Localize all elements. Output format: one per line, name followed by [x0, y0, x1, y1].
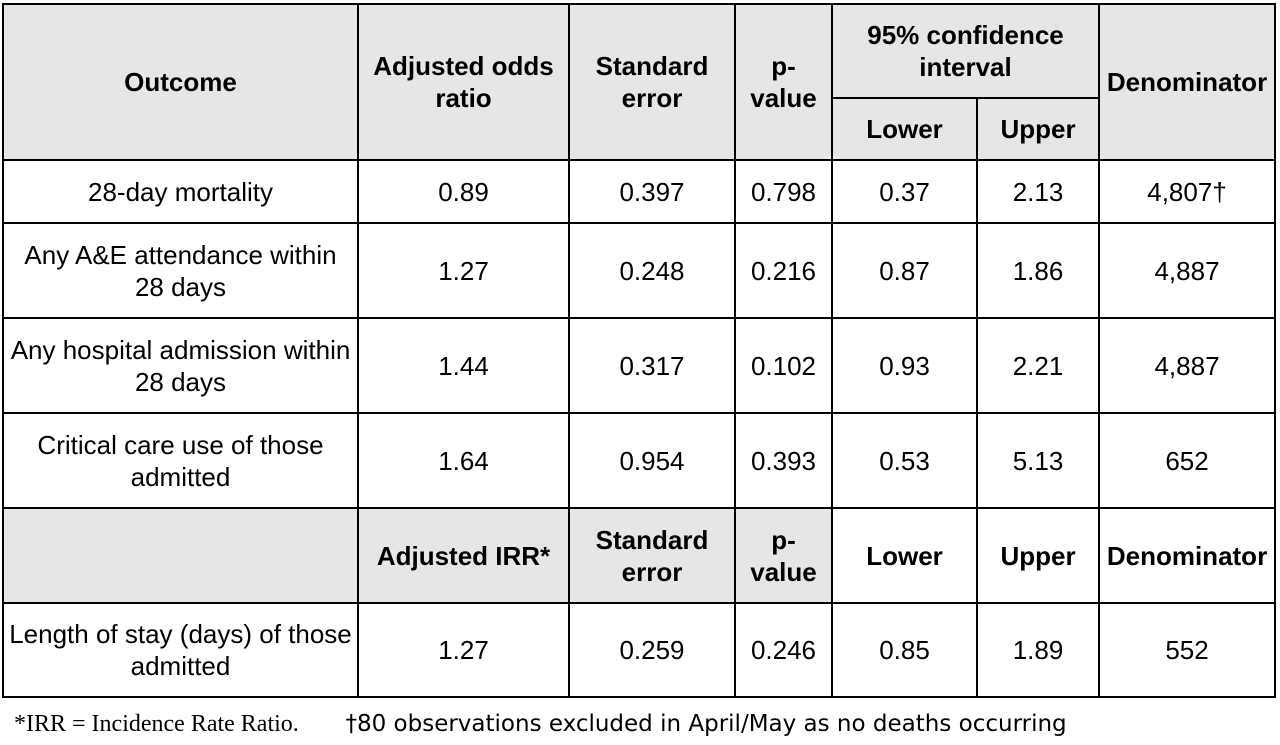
- cell-se: 0.248: [568, 222, 736, 319]
- cell-outcome: 28-day mortality: [2, 159, 359, 224]
- table-row: Any A&E attendance within 28 days 1.27 0…: [2, 222, 1277, 319]
- cell-aor: 1.27: [357, 222, 570, 319]
- header-confidence-interval: 95% confidence interval: [830, 3, 1101, 99]
- cell-outcome: Critical care use of those admitted: [2, 412, 359, 509]
- header-adjusted-odds-ratio: Adjusted odds ratio: [357, 3, 570, 161]
- cell-aor: 1.44: [357, 317, 570, 414]
- cell-denominator: 552: [1098, 602, 1277, 698]
- header-subrow: Lower Upper: [3, 97, 1275, 161]
- footnote-dagger: †80 observations excluded in April/May a…: [345, 711, 1067, 737]
- cell-denominator: 4,807†: [1098, 159, 1277, 224]
- header-outcome: Outcome: [2, 3, 359, 161]
- cell-aor: 0.89: [357, 159, 570, 224]
- header-lower: Lower: [831, 97, 978, 161]
- header2-lower: Lower: [831, 507, 978, 604]
- table-row: Length of stay (days) of those admitted …: [2, 602, 1277, 698]
- header-denominator: Denominator: [1098, 3, 1277, 161]
- cell-se: 0.259: [568, 602, 736, 698]
- header-upper: Upper: [975, 97, 1101, 161]
- cell-aor: 1.64: [357, 412, 570, 509]
- cell-lower: 0.53: [831, 412, 978, 509]
- cell-p: 0.216: [734, 222, 833, 319]
- second-header-row: Adjusted IRR* Standard error p-value Low…: [2, 507, 1277, 604]
- cell-denominator: 4,887: [1098, 222, 1277, 319]
- cell-upper: 1.86: [975, 222, 1101, 319]
- table-row: 28-day mortality 0.89 0.397 0.798 0.37 2…: [2, 159, 1277, 224]
- header-row: Outcome Adjusted odds ratio Standard err…: [2, 3, 1277, 161]
- header2-outcome: [2, 507, 359, 604]
- cell-upper: 5.13: [975, 412, 1101, 509]
- cell-lower: 0.87: [831, 222, 978, 319]
- cell-lower: 0.85: [831, 602, 978, 698]
- footnotes: *IRR = Incidence Rate Ratio. †80 observa…: [14, 710, 1067, 738]
- cell-p: 0.102: [734, 317, 833, 414]
- cell-se: 0.317: [568, 317, 736, 414]
- cell-upper: 2.21: [975, 317, 1101, 414]
- table-row: Critical care use of those admitted 1.64…: [2, 412, 1277, 509]
- header2-p-value: p-value: [734, 507, 833, 604]
- header-p-value: p-value: [734, 3, 833, 161]
- header2-standard-error: Standard error: [568, 507, 736, 604]
- header2-denominator: Denominator: [1098, 507, 1277, 604]
- cell-upper: 1.89: [975, 602, 1101, 698]
- cell-irr: 1.27: [357, 602, 570, 698]
- header-standard-error: Standard error: [568, 3, 736, 161]
- cell-upper: 2.13: [975, 159, 1101, 224]
- cell-p: 0.393: [734, 412, 833, 509]
- cell-outcome: Any hospital admission within 28 days: [2, 317, 359, 414]
- results-table: Outcome Adjusted odds ratio Standard err…: [2, 3, 1277, 698]
- header2-upper: Upper: [975, 507, 1101, 604]
- cell-p: 0.246: [734, 602, 833, 698]
- cell-lower: 0.37: [831, 159, 978, 224]
- cell-p: 0.798: [734, 159, 833, 224]
- cell-outcome: Length of stay (days) of those admitted: [2, 602, 359, 698]
- cell-lower: 0.93: [831, 317, 978, 414]
- cell-outcome: Any A&E attendance within 28 days: [2, 222, 359, 319]
- cell-denominator: 4,887: [1098, 317, 1277, 414]
- header2-adjusted-irr: Adjusted IRR*: [357, 507, 570, 604]
- table-row: Any hospital admission within 28 days 1.…: [2, 317, 1277, 414]
- footnote-irr: *IRR = Incidence Rate Ratio.: [14, 711, 299, 737]
- cell-se: 0.954: [568, 412, 736, 509]
- cell-denominator: 652: [1098, 412, 1277, 509]
- cell-se: 0.397: [568, 159, 736, 224]
